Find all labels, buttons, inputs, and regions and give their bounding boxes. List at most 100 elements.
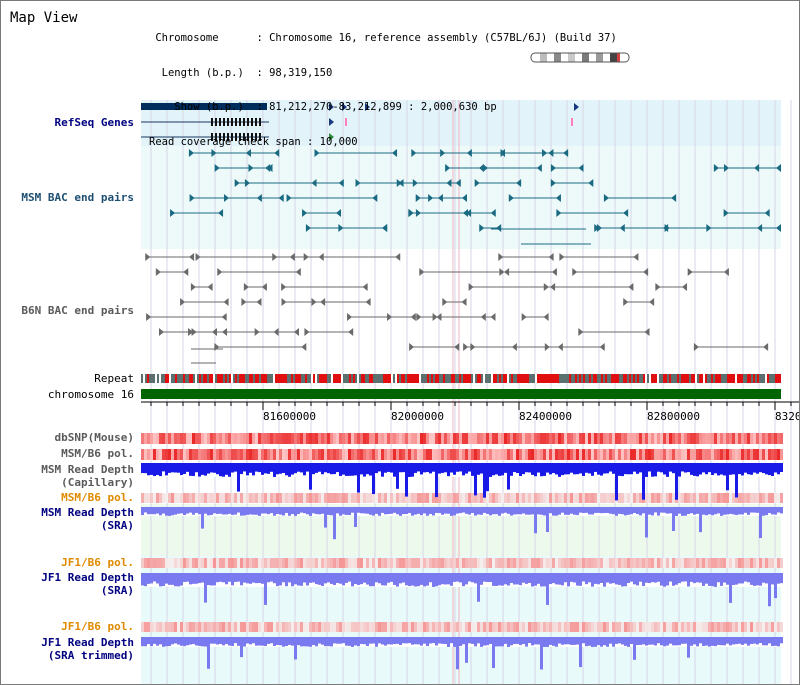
depth-bar: [684, 637, 687, 644]
depth-bar: [486, 637, 489, 646]
depth-bar: [759, 463, 762, 473]
jf1-read-depth-sra-label[interactable]: JF1 Read Depth (SRA): [41, 571, 134, 597]
polymorphism-cell: [300, 558, 303, 568]
depth-bar: [297, 507, 300, 515]
polymorphism-cell: [204, 622, 207, 632]
depth-bar: [303, 637, 306, 647]
polymorphism-cell: [258, 449, 261, 460]
polymorphism-cell: [306, 622, 309, 632]
jf1-read-depth-trimmed-label[interactable]: JF1 Read Depth (SRA trimmed): [41, 636, 134, 662]
polymorphism-cell: [621, 433, 624, 444]
gene-mark: [571, 118, 573, 126]
depth-bar: [513, 637, 516, 644]
polymorphism-cell: [423, 449, 426, 460]
polymorphism-cell: [564, 449, 567, 460]
polymorphism-cell: [342, 493, 345, 503]
msm-read-depth-capillary-label[interactable]: MSM Read Depth (Capillary): [41, 463, 134, 489]
repeat-segment: [759, 374, 761, 383]
polymorphism-cell: [771, 493, 774, 503]
msm-b6-pol-label[interactable]: MSM/B6 pol.: [61, 447, 134, 460]
polymorphism-cell: [162, 558, 165, 568]
depth-bar: [756, 573, 759, 586]
msm-b6-pol-sra-label[interactable]: MSM/B6 pol.: [61, 491, 134, 504]
polymorphism-cell: [765, 558, 768, 568]
bac-end-arrow: [498, 253, 504, 261]
polymorphism-cell: [486, 449, 489, 460]
depth-bar: [693, 573, 696, 584]
repeat-label: Repeat: [94, 372, 134, 385]
polymorphism-cell: [666, 449, 669, 460]
polymorphism-cell: [651, 493, 654, 503]
polymorphism-cell: [174, 433, 177, 444]
polymorphism-cell: [285, 558, 288, 568]
repeat-segment: [697, 374, 699, 383]
repeat-segment: [167, 374, 169, 383]
dbsnp-label[interactable]: dbSNP(Mouse): [54, 431, 134, 444]
repeat-segment: [147, 374, 149, 383]
polymorphism-cell: [555, 493, 558, 503]
repeat-segment: [273, 374, 275, 383]
repeat-segment: [527, 374, 529, 383]
depth-bar: [669, 637, 672, 644]
repeat-segment: [251, 374, 253, 383]
depth-bar: [144, 463, 147, 474]
depth-bar: [654, 637, 657, 646]
polymorphism-cell: [264, 493, 267, 503]
repeat-segment: [211, 374, 213, 383]
ideogram-band: [540, 53, 547, 62]
polymorphism-cell: [762, 558, 765, 568]
depth-bar: [264, 463, 267, 474]
repeat-segment: [473, 374, 475, 383]
polymorphism-cell: [312, 622, 315, 632]
depth-bar: [570, 573, 573, 582]
b6n-bac-label[interactable]: B6N BAC end pairs: [21, 304, 134, 317]
repeat-segment: [281, 374, 283, 383]
depth-bar: [258, 637, 261, 646]
depth-bar: [606, 507, 609, 513]
polymorphism-cell: [150, 558, 153, 568]
bac-end-arrow: [311, 179, 317, 187]
polymorphism-cell: [414, 558, 417, 568]
repeat-segment: [677, 374, 679, 383]
depth-bar: [618, 637, 621, 644]
depth-bar: [237, 463, 240, 492]
gene-exon: [231, 133, 233, 141]
polymorphism-cell: [519, 558, 522, 568]
repeat-segment: [227, 374, 229, 383]
depth-bar: [525, 573, 528, 584]
depth-bar: [720, 637, 723, 646]
polymorphism-cell: [567, 449, 570, 460]
repeat-segment: [185, 374, 187, 383]
repeat-segment: [689, 374, 691, 383]
depth-bar: [516, 573, 519, 585]
polymorphism-cell: [360, 622, 363, 632]
depth-bar: [678, 573, 681, 584]
polymorphism-cell: [300, 493, 303, 503]
polymorphism-cell: [282, 558, 285, 568]
polymorphism-cell: [579, 493, 582, 503]
repeat-segment: [601, 374, 603, 383]
refseq-genes-label[interactable]: RefSeq Genes: [54, 116, 134, 129]
msm-read-depth-sra-label[interactable]: MSM Read Depth (SRA): [41, 506, 134, 532]
polymorphism-cell: [435, 433, 438, 444]
polymorphism-cell: [696, 622, 699, 632]
polymorphism-cell: [279, 449, 282, 460]
depth-bar: [543, 507, 546, 516]
depth-bar: [639, 507, 642, 516]
polymorphism-cell: [405, 493, 408, 503]
depth-bar: [573, 637, 576, 645]
msm-bac-label[interactable]: MSM BAC end pairs: [21, 191, 134, 204]
repeat-segment: [605, 374, 607, 383]
repeat-segment: [143, 374, 145, 383]
jf1-b6-pol-trimmed-label[interactable]: JF1/B6 pol.: [61, 620, 134, 633]
depth-bar: [615, 507, 618, 516]
depth-bar: [768, 463, 771, 476]
polymorphism-cell: [492, 493, 495, 503]
ideogram-outline: [530, 52, 630, 63]
polymorphism-cell: [201, 558, 204, 568]
polymorphism-cell: [513, 558, 516, 568]
polymorphism-cell: [186, 622, 189, 632]
jf1-b6-pol-label[interactable]: JF1/B6 pol.: [61, 556, 134, 569]
polymorphism-cell: [324, 493, 327, 503]
